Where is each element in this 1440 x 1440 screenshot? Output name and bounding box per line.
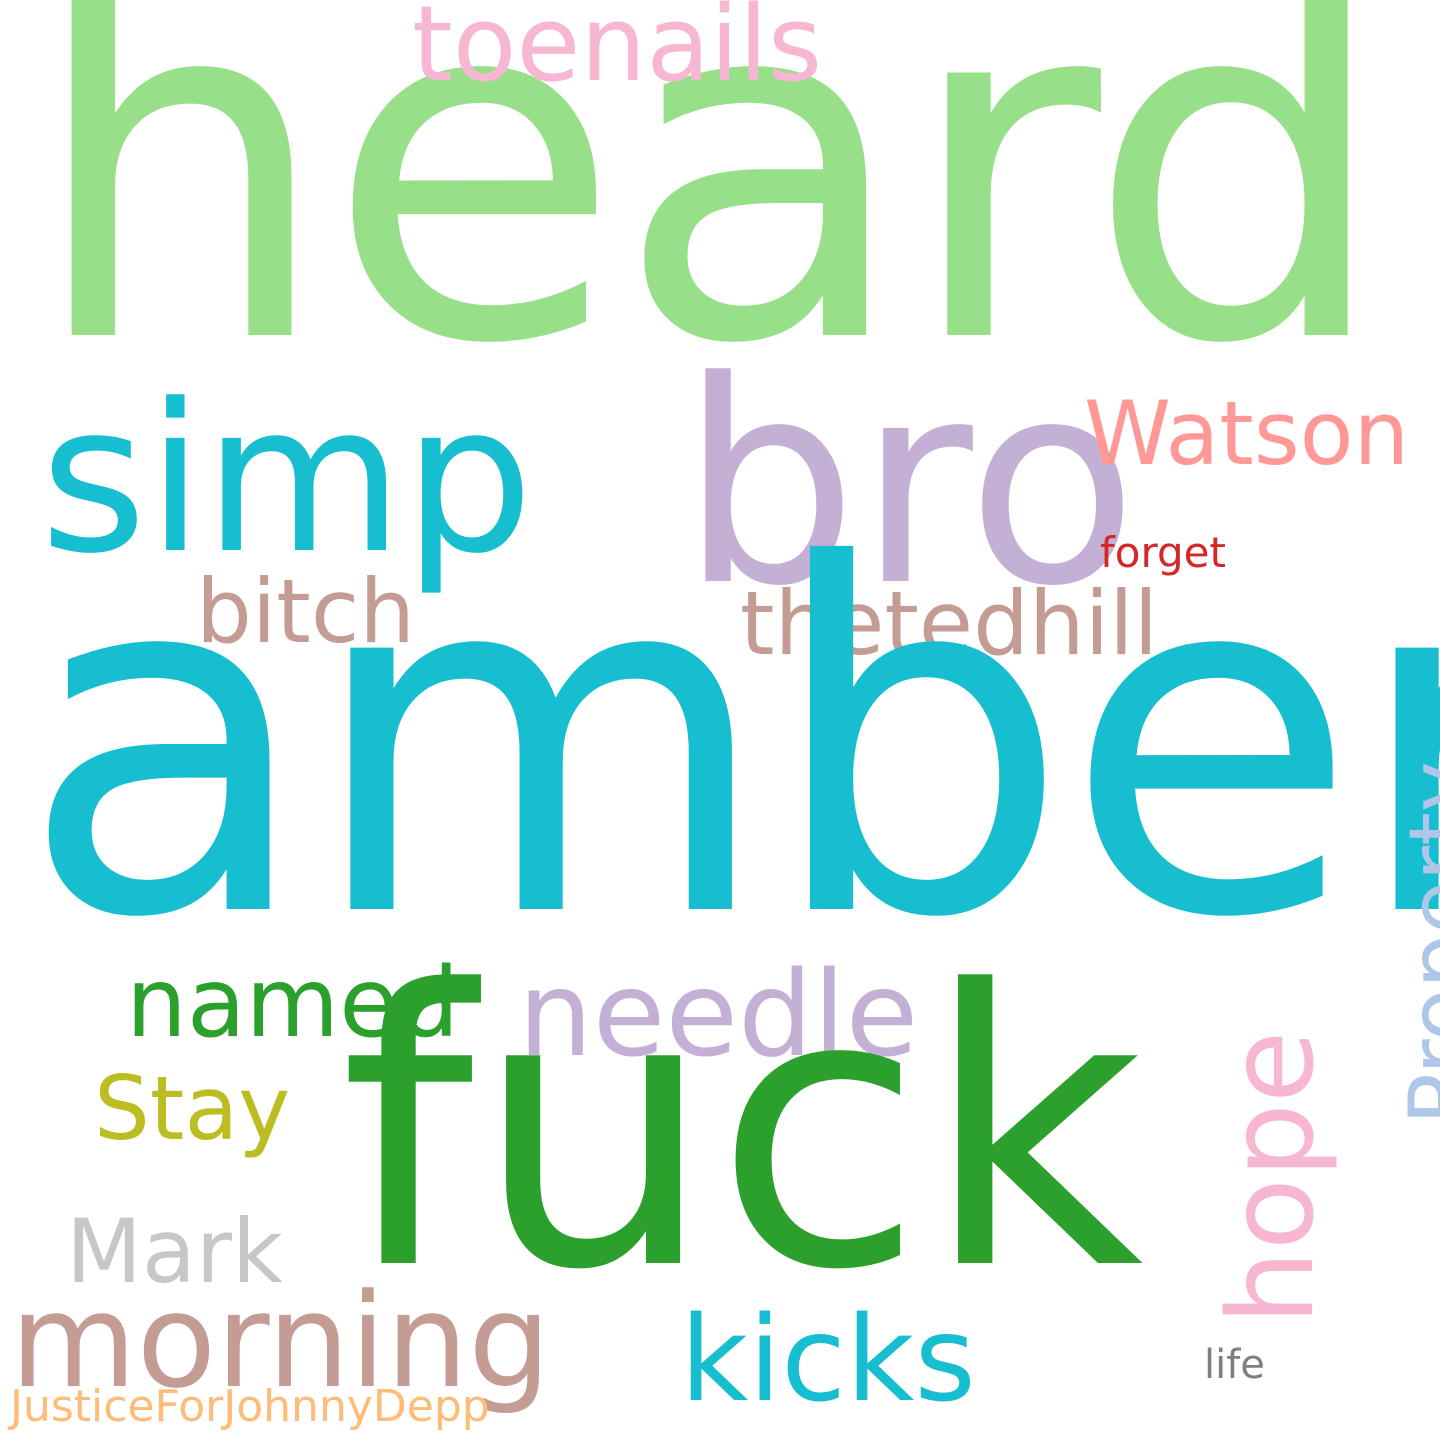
word-watson: Watson [1084,382,1410,485]
word-simp: simp [40,361,534,599]
word-needle: needle [518,945,919,1083]
word-amber: amber [20,465,1440,1022]
word-forget: forget [1100,528,1226,577]
word-stay: Stay [94,1057,291,1160]
word-morning: morning [10,1265,551,1417]
word-kicks: kicks [680,1290,976,1428]
word-heard: heard [28,0,1391,449]
word-named: named [126,947,460,1059]
word-life: life [1204,1342,1265,1388]
word-justice: JusticeForJohnnyDepp [10,1381,490,1432]
word-bro: bro [680,322,1139,648]
word-property: Property [1391,761,1440,1125]
word-hope: hope [1202,1030,1340,1325]
word-toenails: toenails [412,0,823,105]
word-mark: Mark [66,1200,283,1303]
word-fuck: fuck [340,910,1144,1353]
word-thetedhill: thetedhill [740,572,1159,675]
word-bitch: bitch [196,560,415,663]
